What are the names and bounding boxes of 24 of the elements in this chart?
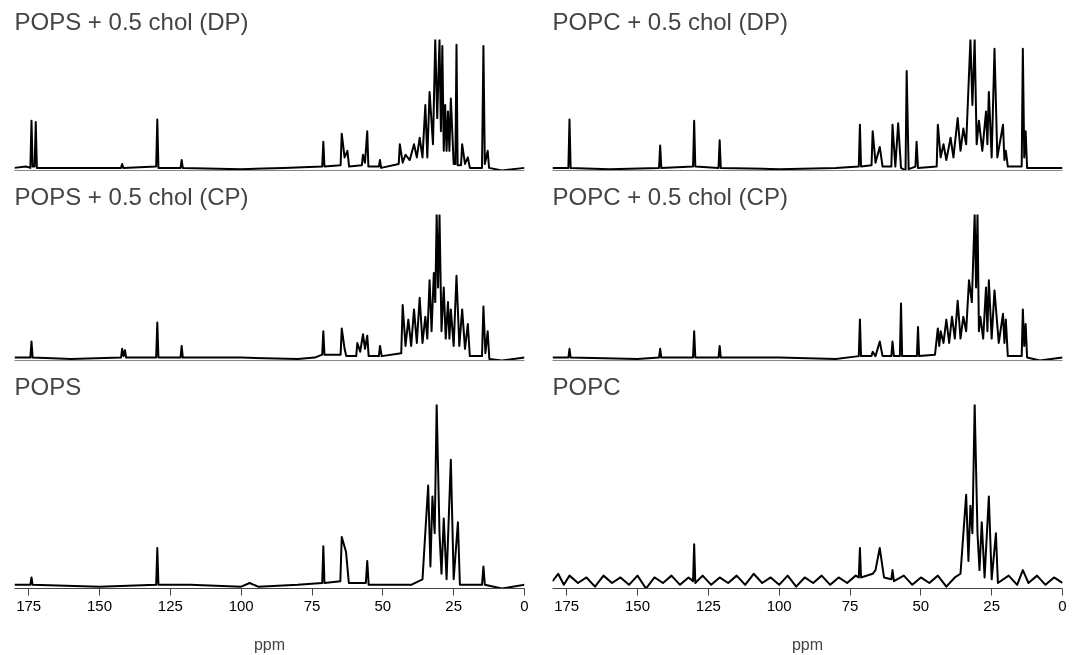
chart-title: POPC + 0.5 chol (CP) bbox=[552, 182, 788, 210]
x-tick-label: 175 bbox=[16, 596, 42, 614]
x-tick-label: 0 bbox=[1058, 596, 1067, 614]
x-tick-label: 100 bbox=[766, 596, 792, 614]
chart-title: POPS bbox=[14, 372, 82, 400]
x-tick-label: 0 bbox=[520, 596, 529, 614]
chart-title: POPC + 0.5 chol (DP) bbox=[552, 7, 788, 35]
x-axis-title: ppm bbox=[791, 635, 824, 653]
x-tick-label: 50 bbox=[374, 596, 392, 614]
x-axis-title: ppm bbox=[253, 635, 286, 653]
x-tick-label: 100 bbox=[228, 596, 254, 614]
chart-title: POPC bbox=[552, 372, 621, 400]
x-tick-label: 25 bbox=[983, 596, 1001, 614]
x-tick-label: 125 bbox=[157, 596, 183, 614]
x-tick-label: 75 bbox=[841, 596, 859, 614]
x-tick-label: 75 bbox=[303, 596, 321, 614]
x-tick-label: 25 bbox=[445, 596, 463, 614]
chart-title: POPS + 0.5 chol (DP) bbox=[14, 7, 249, 35]
x-tick-label: 150 bbox=[86, 596, 113, 614]
x-tick-label: 150 bbox=[624, 596, 651, 614]
chart-title: POPS + 0.5 chol (CP) bbox=[14, 182, 249, 210]
x-tick-label: 125 bbox=[695, 596, 721, 614]
x-tick-label: 175 bbox=[554, 596, 580, 614]
x-tick-label: 50 bbox=[912, 596, 930, 614]
